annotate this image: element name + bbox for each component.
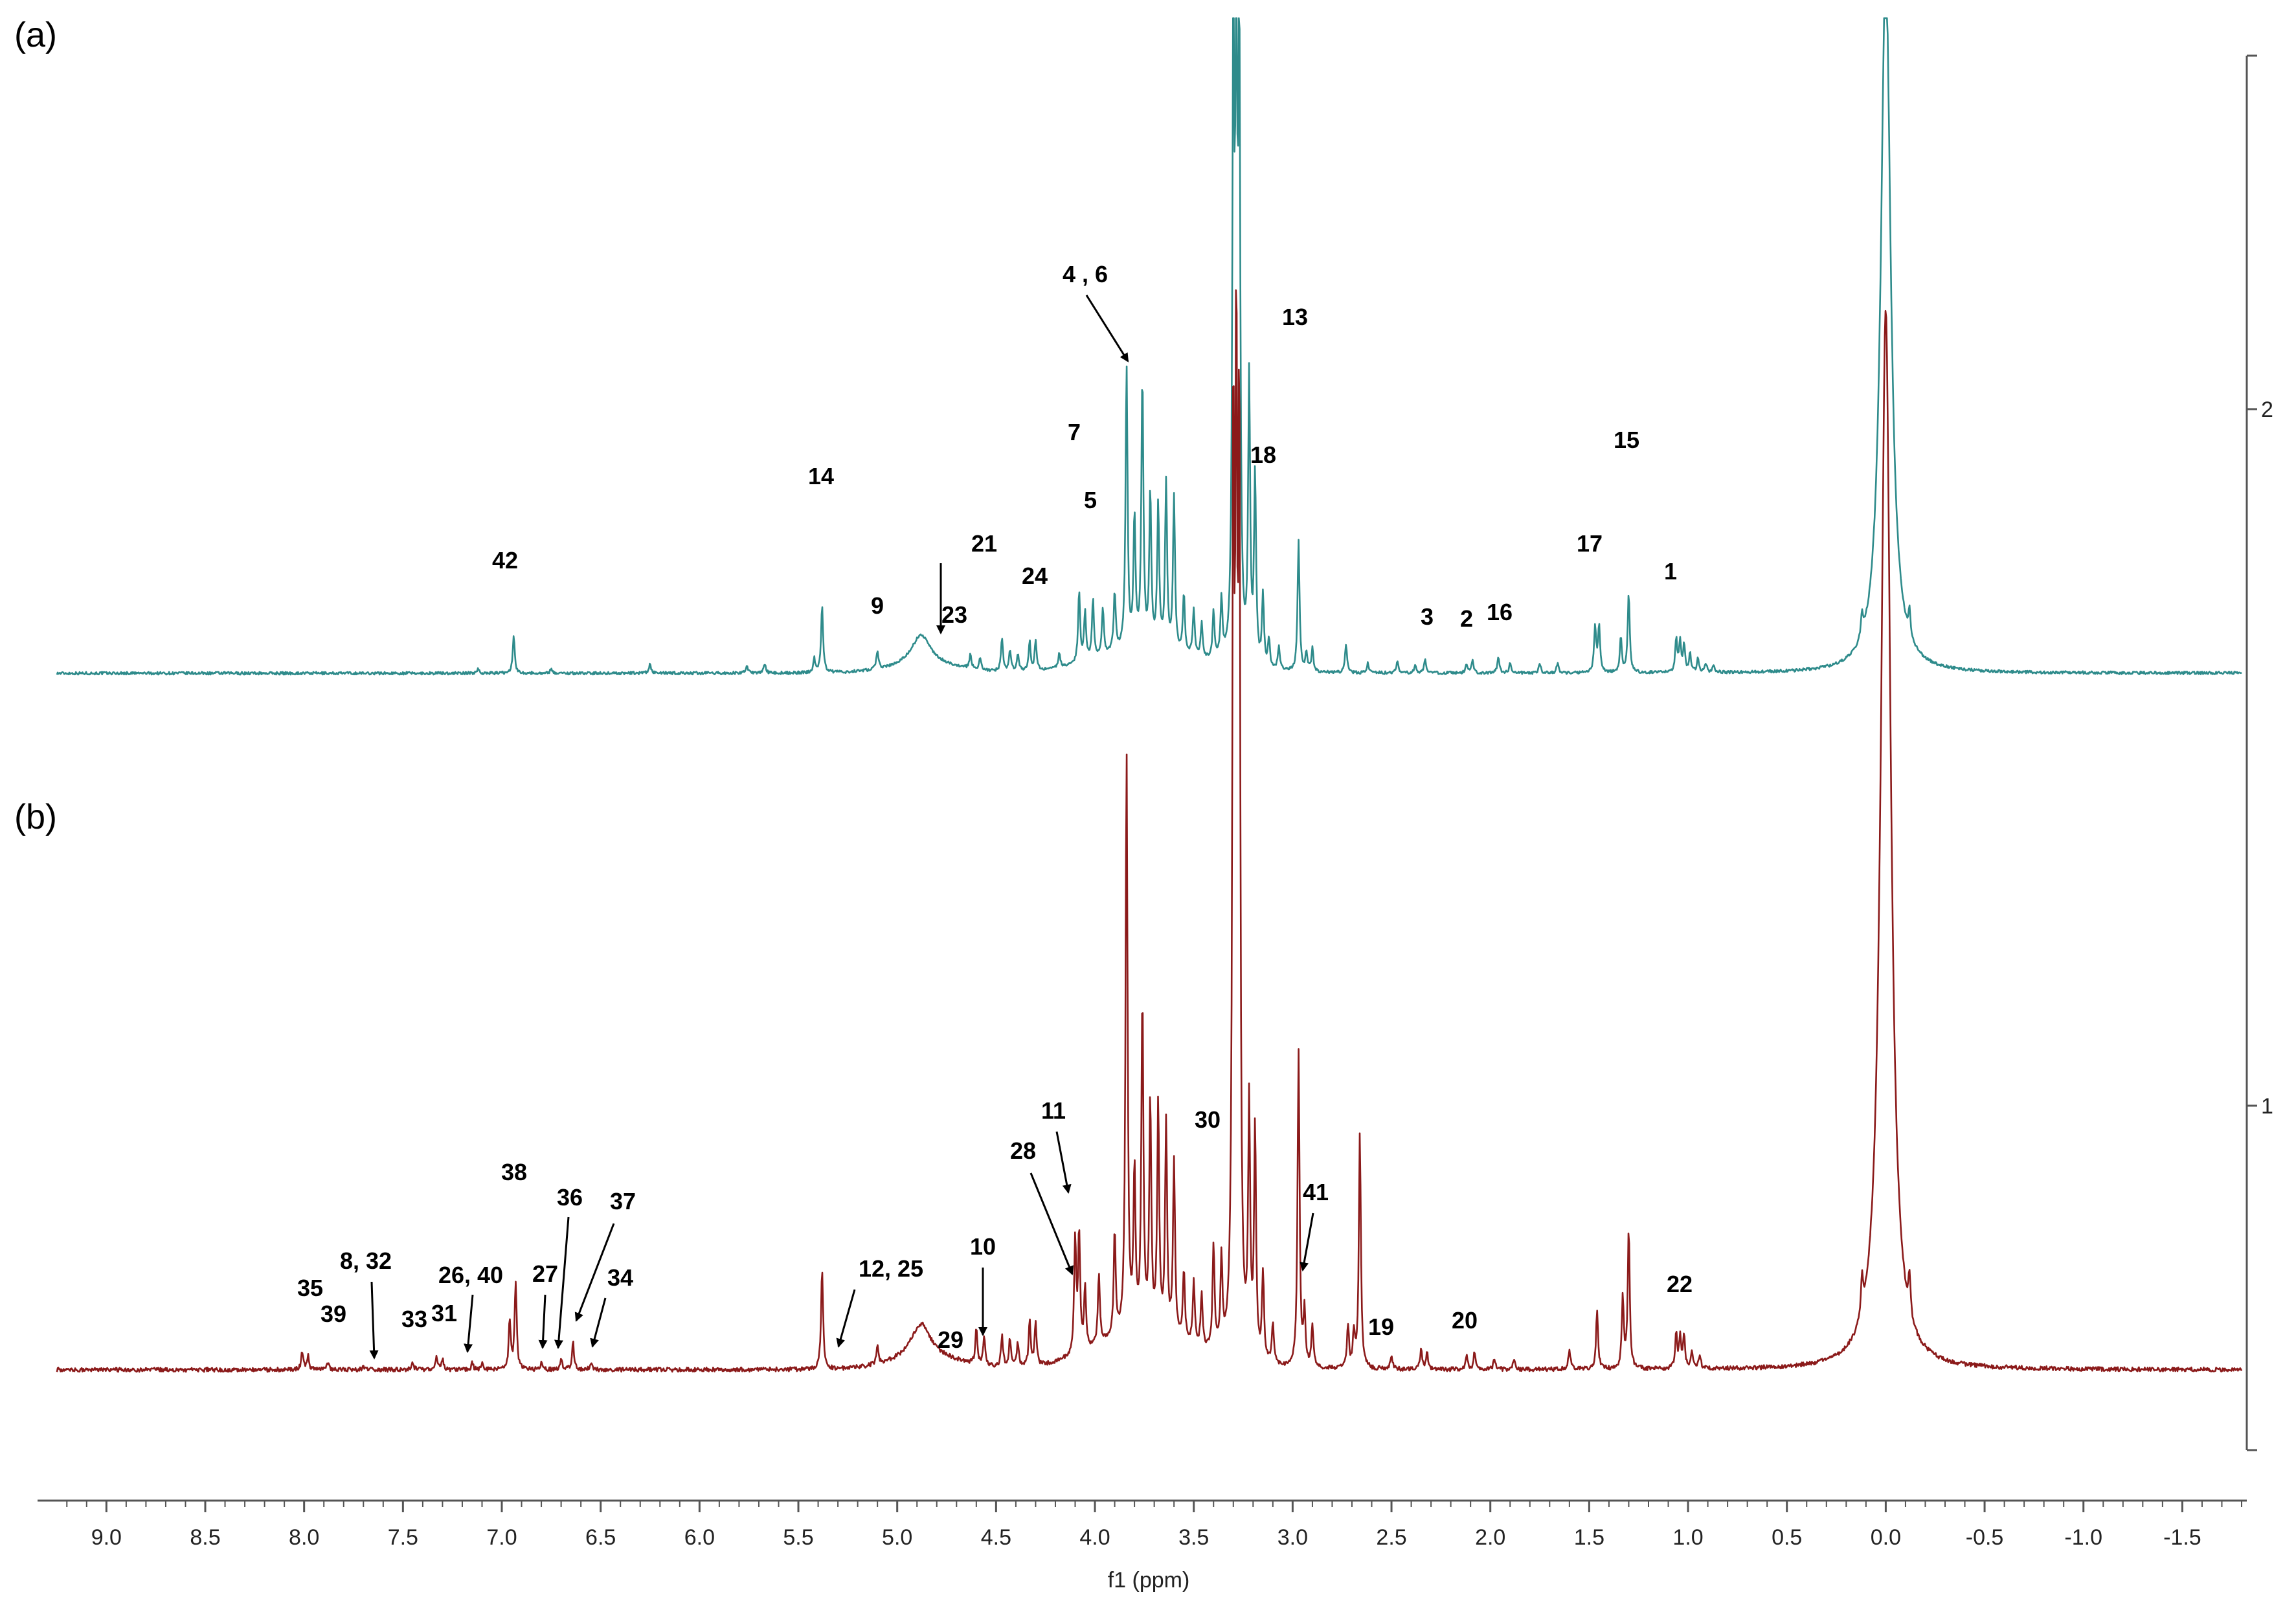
peak-label-a: 16 bbox=[1487, 599, 1513, 625]
annotation-arrow bbox=[1030, 1172, 1074, 1275]
peak-label-a: 4 , 6 bbox=[1063, 261, 1108, 287]
peak-label-a: 7 bbox=[1068, 419, 1081, 445]
x-tick-label: 9.0 bbox=[91, 1525, 122, 1550]
peak-label-b: 39 bbox=[321, 1301, 346, 1327]
peak-label-b: 22 bbox=[1667, 1271, 1693, 1297]
peak-label-a: 17 bbox=[1577, 530, 1603, 557]
peak-label-a: 23 bbox=[941, 601, 967, 628]
x-tick-label: -1.0 bbox=[2064, 1525, 2102, 1550]
x-tick-label: 6.0 bbox=[684, 1525, 715, 1550]
x-tick-label: 7.0 bbox=[486, 1525, 517, 1550]
peak-label-a: 21 bbox=[971, 530, 997, 557]
x-tick-label: 6.5 bbox=[585, 1525, 616, 1550]
annotation-arrow bbox=[1300, 1213, 1314, 1271]
x-tick-label: 5.5 bbox=[783, 1525, 813, 1550]
x-tick-label: 8.5 bbox=[190, 1525, 220, 1550]
peak-label-b: 20 bbox=[1452, 1307, 1478, 1334]
panel-label-a: (a) bbox=[14, 16, 57, 54]
x-axis-title: f1 (ppm) bbox=[1108, 1568, 1190, 1593]
peak-label-b: 33 bbox=[401, 1306, 427, 1332]
x-tick-label: 3.5 bbox=[1178, 1525, 1209, 1550]
x-tick-label: 3.0 bbox=[1277, 1525, 1308, 1550]
peak-label-a: 1 bbox=[1664, 558, 1677, 585]
peak-label-a: 9 bbox=[871, 592, 884, 619]
peak-label-b: 19 bbox=[1368, 1314, 1394, 1340]
peak-label-b: 8, 32 bbox=[340, 1247, 392, 1274]
annotation-arrow bbox=[590, 1297, 607, 1348]
peak-label-b: 27 bbox=[532, 1260, 558, 1287]
peak-label-b: 36 bbox=[557, 1184, 583, 1211]
peak-label-b: 26, 40 bbox=[438, 1262, 503, 1288]
peak-label-b: 29 bbox=[938, 1326, 963, 1353]
peak-label-b: 37 bbox=[610, 1188, 636, 1214]
x-tick-label: 2.0 bbox=[1475, 1525, 1505, 1550]
peak-label-a: 14 bbox=[808, 463, 834, 489]
x-tick-label: 5.0 bbox=[882, 1525, 912, 1550]
x-tick-label: 0.5 bbox=[1772, 1525, 1802, 1550]
axes-layer: 9.0 8.5 8.0 7.5 7.0 6.5 6.0 5.5 5.0 4.5 4.0 3.5 3.0 2… bbox=[38, 54, 2273, 1550]
peak-label-a: 3 bbox=[1421, 603, 1434, 630]
spectrum-line-b bbox=[56, 289, 2243, 1373]
right-axis-tick-label: 1 bbox=[2261, 1094, 2273, 1119]
panel-label-b: (b) bbox=[14, 798, 57, 836]
peak-label-a: 18 bbox=[1250, 442, 1276, 468]
right-axis-tick-label: 2 bbox=[2261, 397, 2273, 422]
peak-label-a: 24 bbox=[1022, 563, 1048, 589]
peak-label-b: 30 bbox=[1195, 1106, 1221, 1133]
peak-label-a: 42 bbox=[492, 547, 518, 574]
spectrum-line-a bbox=[56, 17, 2242, 676]
x-tick-label: 1.5 bbox=[1574, 1525, 1604, 1550]
peak-label-b: 41 bbox=[1303, 1179, 1329, 1205]
annotation-arrow bbox=[464, 1294, 474, 1353]
peak-label-b: 35 bbox=[297, 1275, 323, 1301]
annotation-arrow bbox=[538, 1294, 548, 1349]
annotation-arrow bbox=[836, 1289, 856, 1348]
x-tick-label: -0.5 bbox=[1966, 1525, 2004, 1550]
peak-label-a: 15 bbox=[1614, 427, 1639, 453]
peak-label-b: 31 bbox=[431, 1300, 457, 1326]
peak-label-b: 12, 25 bbox=[859, 1255, 923, 1282]
x-tick-label: 4.5 bbox=[981, 1525, 1011, 1550]
x-tick-label: 4.0 bbox=[1079, 1525, 1110, 1550]
x-tick-label: 8.0 bbox=[289, 1525, 319, 1550]
annotation-arrow bbox=[554, 1216, 570, 1349]
peak-label-b: 38 bbox=[501, 1159, 527, 1185]
annotation-arrow bbox=[1055, 1131, 1072, 1194]
x-tick-label: 0.0 bbox=[1871, 1525, 1901, 1550]
annotation-arrow bbox=[574, 1223, 615, 1322]
spectra-layer bbox=[56, 17, 2243, 1373]
peak-label-b: 28 bbox=[1010, 1137, 1036, 1164]
peak-label-b: 34 bbox=[607, 1264, 633, 1291]
annotation-arrow bbox=[369, 1281, 379, 1359]
x-tick-label: 7.5 bbox=[388, 1525, 418, 1550]
peak-label-a: 5 bbox=[1084, 487, 1097, 513]
x-tick-label: 2.5 bbox=[1376, 1525, 1406, 1550]
annotation-arrow bbox=[1085, 295, 1129, 363]
peak-label-a: 13 bbox=[1282, 304, 1308, 330]
x-tick-label: 1.0 bbox=[1672, 1525, 1703, 1550]
x-tick-label: -1.5 bbox=[2163, 1525, 2201, 1550]
peak-label-b: 10 bbox=[970, 1233, 996, 1260]
peak-label-b: 11 bbox=[1041, 1097, 1066, 1124]
peak-label-a: 2 bbox=[1460, 605, 1473, 632]
